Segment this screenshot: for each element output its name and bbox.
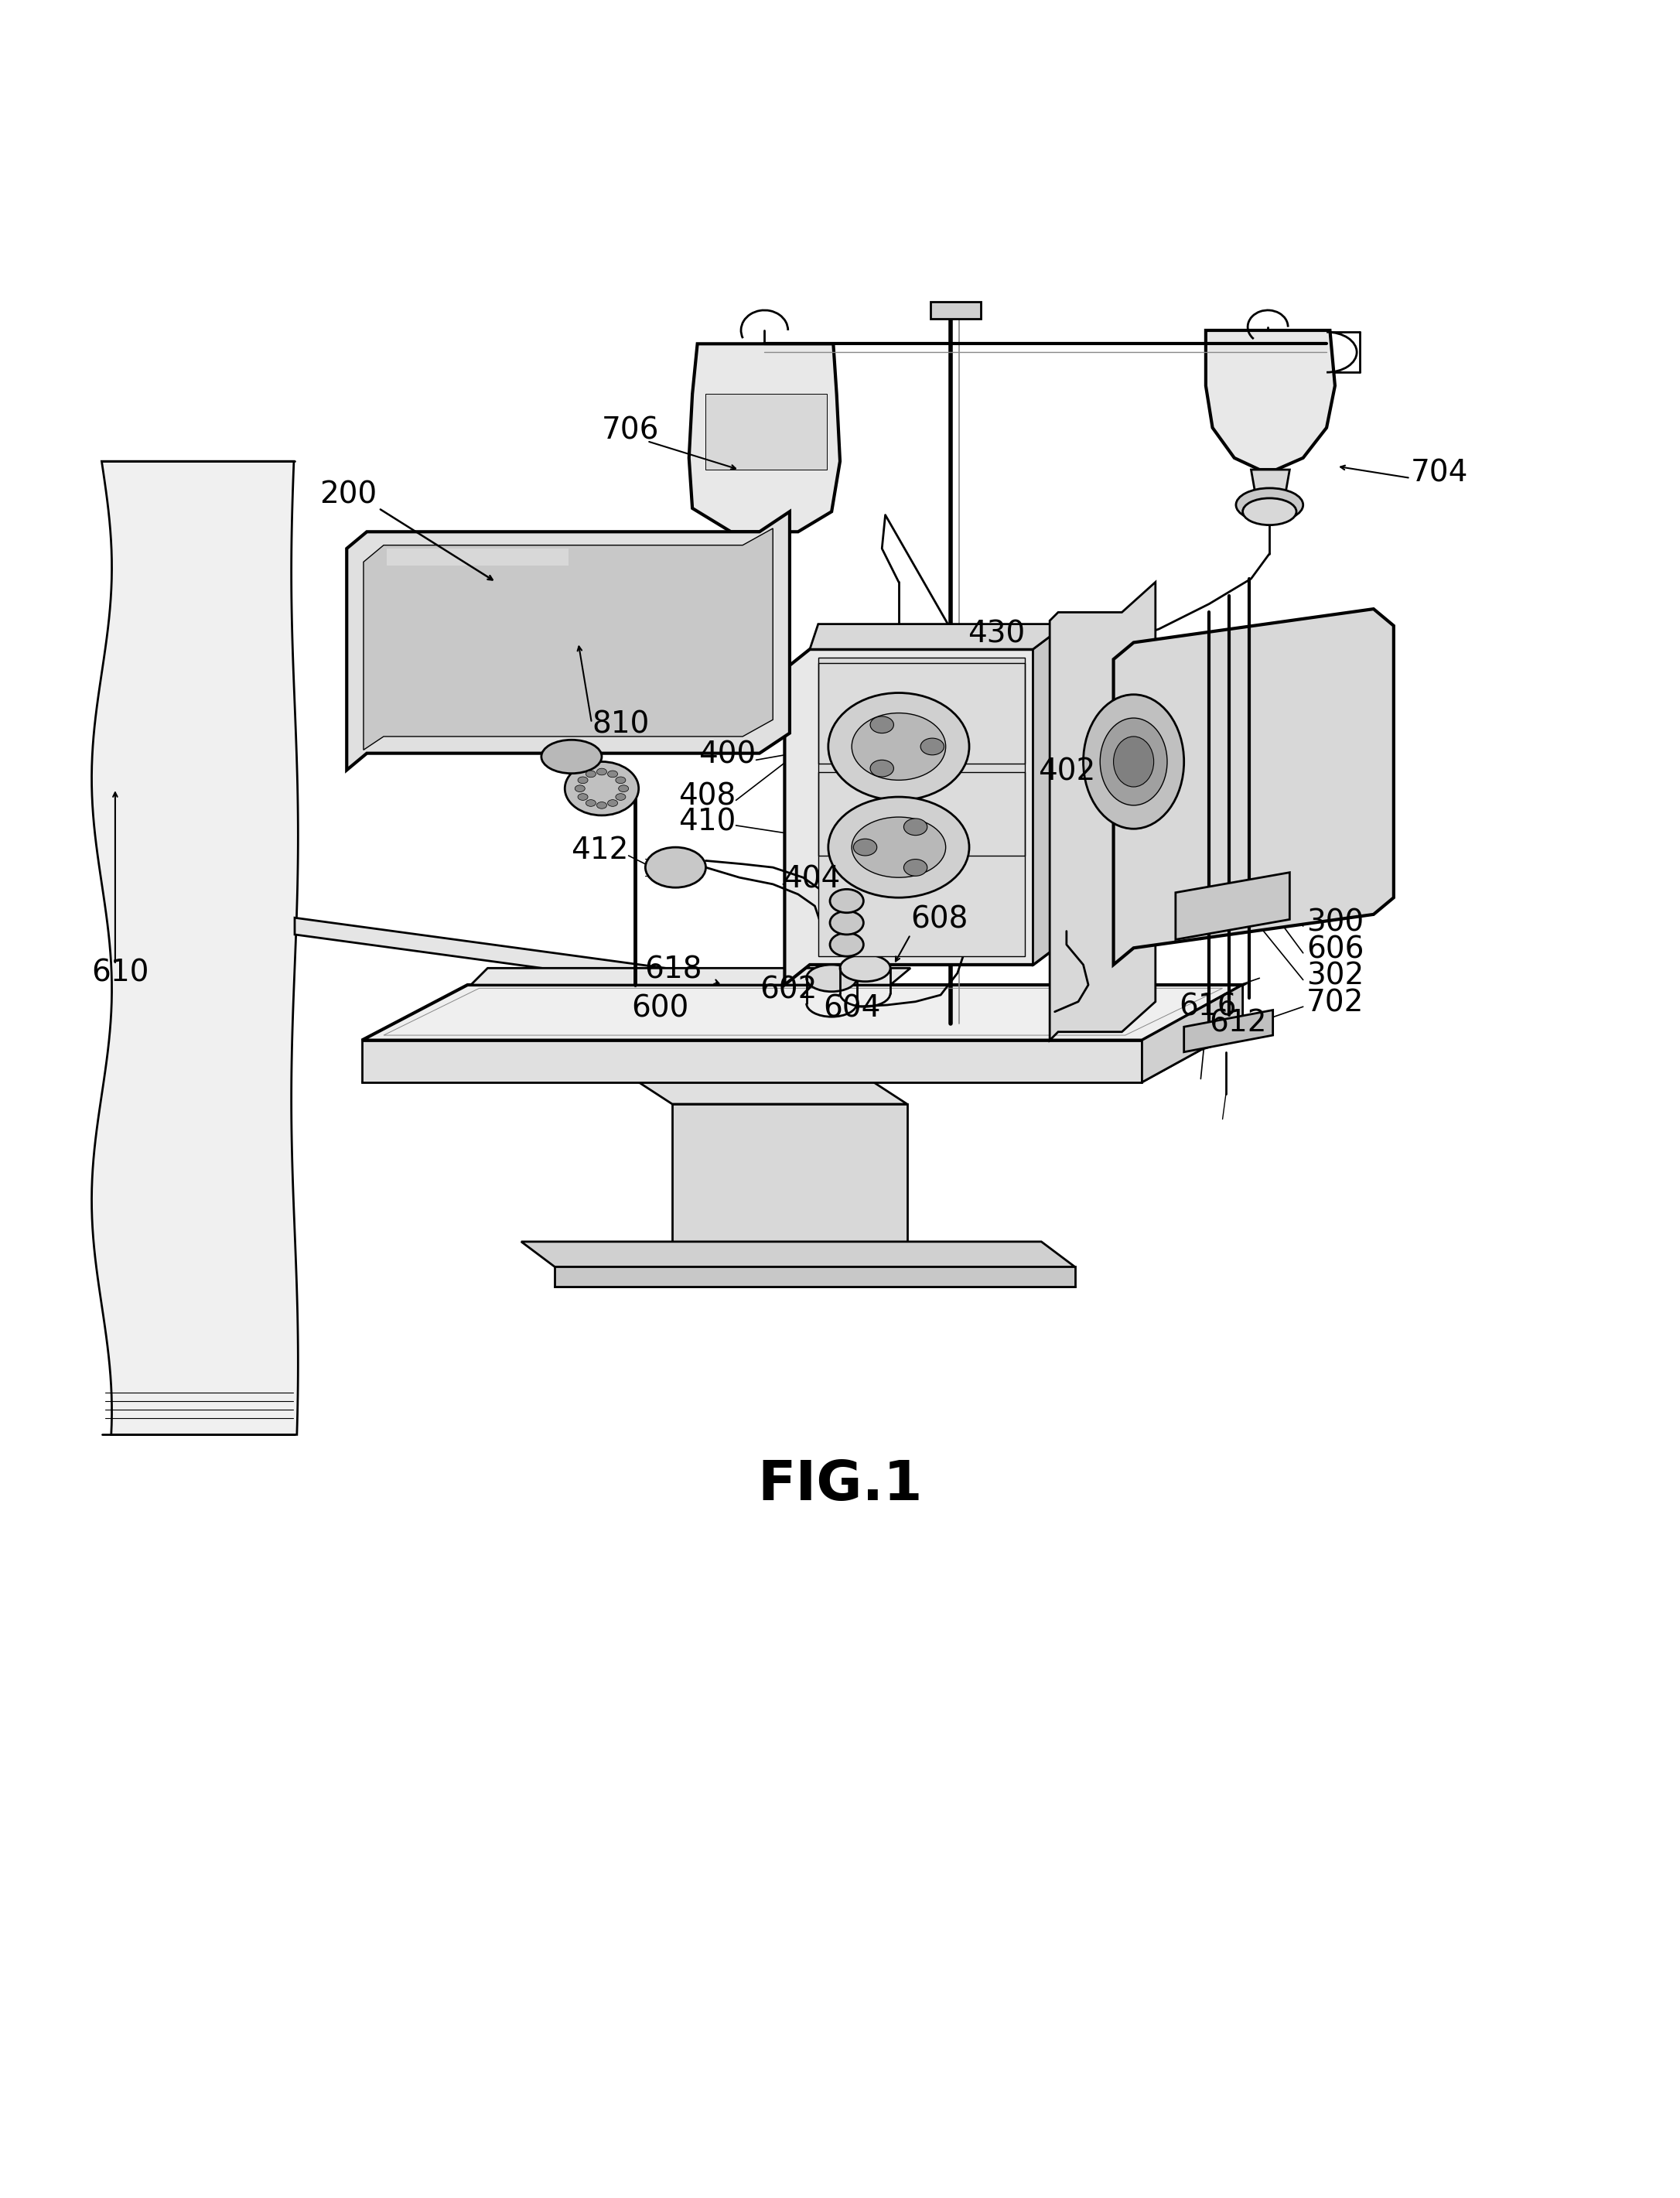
Text: 404: 404 <box>783 864 840 895</box>
Polygon shape <box>1114 609 1394 965</box>
Ellipse shape <box>870 761 894 776</box>
Polygon shape <box>689 343 840 532</box>
Ellipse shape <box>1100 719 1168 804</box>
Polygon shape <box>92 462 297 1435</box>
Text: 612: 612 <box>1210 1009 1267 1037</box>
Polygon shape <box>706 393 827 470</box>
Ellipse shape <box>1236 488 1304 521</box>
Text: 704: 704 <box>1411 457 1468 488</box>
Ellipse shape <box>586 771 596 778</box>
Text: 702: 702 <box>1307 989 1364 1018</box>
Polygon shape <box>363 528 773 750</box>
Polygon shape <box>386 550 568 565</box>
Ellipse shape <box>830 932 864 956</box>
Polygon shape <box>1033 624 1067 965</box>
Ellipse shape <box>921 739 944 754</box>
Ellipse shape <box>596 802 606 809</box>
Polygon shape <box>346 512 790 769</box>
Polygon shape <box>818 657 1025 956</box>
Text: FIG.1: FIG.1 <box>758 1457 922 1512</box>
Ellipse shape <box>1084 695 1184 829</box>
Text: 408: 408 <box>679 782 736 811</box>
Ellipse shape <box>608 800 618 807</box>
Polygon shape <box>1184 1011 1273 1053</box>
Ellipse shape <box>578 776 588 782</box>
Polygon shape <box>1050 582 1156 1040</box>
Ellipse shape <box>586 800 596 807</box>
Ellipse shape <box>596 769 606 776</box>
Polygon shape <box>1142 985 1243 1081</box>
Ellipse shape <box>645 846 706 888</box>
Ellipse shape <box>870 717 894 734</box>
Ellipse shape <box>1243 499 1297 525</box>
Polygon shape <box>785 624 1067 985</box>
Polygon shape <box>1206 330 1336 470</box>
Text: 608: 608 <box>911 906 968 934</box>
Polygon shape <box>810 624 1067 648</box>
Text: 610: 610 <box>92 958 150 987</box>
Text: 410: 410 <box>679 807 736 837</box>
Polygon shape <box>753 596 776 626</box>
Polygon shape <box>361 985 1243 1040</box>
Text: 706: 706 <box>601 415 659 446</box>
Polygon shape <box>638 1081 907 1103</box>
Ellipse shape <box>852 712 946 780</box>
Ellipse shape <box>618 785 628 791</box>
Ellipse shape <box>564 763 638 815</box>
Polygon shape <box>470 967 911 985</box>
Text: 606: 606 <box>1307 934 1364 965</box>
Text: 430: 430 <box>968 620 1025 648</box>
Polygon shape <box>521 1242 1075 1266</box>
Ellipse shape <box>904 818 927 835</box>
Text: 604: 604 <box>823 993 880 1022</box>
Ellipse shape <box>828 692 969 800</box>
Polygon shape <box>753 532 776 563</box>
Ellipse shape <box>1114 736 1154 787</box>
Ellipse shape <box>830 890 864 912</box>
Text: 302: 302 <box>1307 963 1364 991</box>
Text: 300: 300 <box>1307 908 1364 936</box>
Ellipse shape <box>578 793 588 800</box>
Text: 400: 400 <box>699 741 756 769</box>
Polygon shape <box>1176 873 1290 939</box>
Ellipse shape <box>904 859 927 877</box>
Polygon shape <box>554 1266 1075 1288</box>
Text: 602: 602 <box>759 976 816 1004</box>
Text: 600: 600 <box>632 993 689 1022</box>
Text: 618: 618 <box>645 954 702 985</box>
Polygon shape <box>361 1026 1243 1081</box>
Ellipse shape <box>575 785 585 791</box>
Text: 616: 616 <box>1179 991 1236 1022</box>
Ellipse shape <box>830 910 864 934</box>
Ellipse shape <box>828 798 969 897</box>
Ellipse shape <box>541 741 601 774</box>
Ellipse shape <box>806 965 857 991</box>
Ellipse shape <box>853 840 877 855</box>
Text: 810: 810 <box>591 710 648 739</box>
Ellipse shape <box>615 793 625 800</box>
Ellipse shape <box>840 954 890 983</box>
Text: 200: 200 <box>319 479 378 510</box>
Ellipse shape <box>852 818 946 877</box>
Polygon shape <box>294 919 974 1026</box>
Ellipse shape <box>615 776 625 782</box>
Polygon shape <box>361 1040 1142 1081</box>
Polygon shape <box>1252 470 1290 499</box>
Ellipse shape <box>608 771 618 778</box>
Polygon shape <box>931 301 981 319</box>
Polygon shape <box>672 1103 907 1242</box>
Text: 412: 412 <box>571 835 628 866</box>
Text: 402: 402 <box>1038 756 1095 787</box>
